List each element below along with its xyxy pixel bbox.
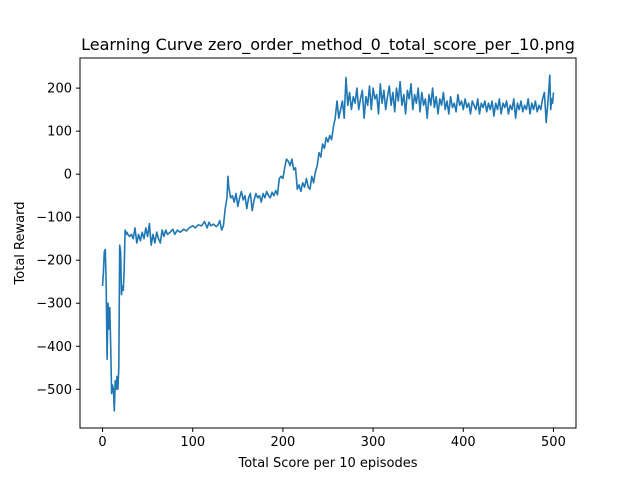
x-tick-label: 500 [541,435,566,450]
plot-area: 0 100 200 300 400 500 −500 −400 −300 −200 −100 0 10… [36,57,577,450]
chart-title: Learning Curve zero_order_method_0_total… [81,35,575,55]
y-tick-label: 100 [47,125,72,140]
plot-frame [79,57,577,429]
y-tick-label: −200 [36,254,72,269]
x-tick-label: 0 [98,435,106,450]
y-tick-label: −100 [36,211,72,226]
x-tick-label: 300 [361,435,386,450]
y-tick-label: 0 [64,168,72,183]
y-tick-label: −400 [36,340,72,355]
x-tick-label: 200 [270,435,295,450]
y-axis-ticks: −500 −400 −300 −200 −100 0 100 200 [36,82,80,398]
y-tick-label: −500 [36,383,72,398]
y-axis-label: Total Reward [13,202,28,286]
x-tick-label: 400 [451,435,476,450]
x-axis-label: Total Score per 10 episodes [237,456,417,471]
reward-series-line [101,74,555,412]
y-tick-label: −300 [36,297,72,312]
x-tick-label: 100 [180,435,205,450]
y-tick-label: 200 [47,82,72,97]
x-axis-ticks: 0 100 200 300 400 500 [98,428,566,450]
